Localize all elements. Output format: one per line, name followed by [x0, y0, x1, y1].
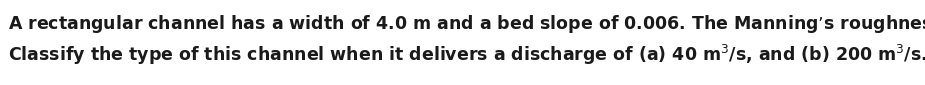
- Text: Classify the type of this channel when it delivers a discharge of (a) 40 m$^3$/s: Classify the type of this channel when i…: [8, 43, 925, 67]
- Text: A rectangular channel has a width of 4.0 m and a bed slope of 0.006. The Manning: A rectangular channel has a width of 4.0…: [8, 13, 925, 35]
